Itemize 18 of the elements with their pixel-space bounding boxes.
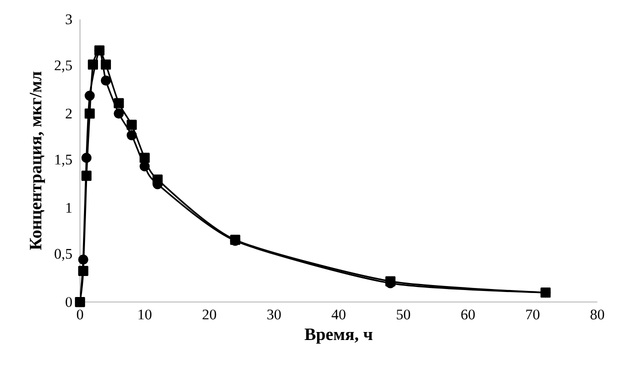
y-tick-label: 1,5 (55, 154, 72, 167)
x-axis-title: Время, ч (304, 328, 372, 344)
x-tick-label: 70 (526, 310, 540, 320)
x-tick-label: 20 (202, 310, 216, 320)
x-tick-label: 50 (396, 310, 410, 320)
y-axis-title: Концентрация, мкг/мл (30, 72, 45, 250)
x-tick-label: 80 (590, 310, 604, 320)
x-tick-label: 10 (138, 310, 152, 320)
y-tick-label: 1 (66, 202, 72, 213)
y-tick-label: 0,5 (54, 248, 72, 261)
x-tick-label: 60 (461, 310, 475, 320)
x-tick-label: 0 (76, 310, 84, 320)
y-tick-label: 2 (66, 108, 72, 118)
y-tick-label: 2,5 (54, 60, 72, 72)
y-tick-label: 0 (66, 297, 72, 307)
x-tick-label: 30 (267, 310, 281, 320)
x-tick-label: 40 (332, 310, 346, 320)
y-tick-label: 3 (66, 14, 72, 24)
